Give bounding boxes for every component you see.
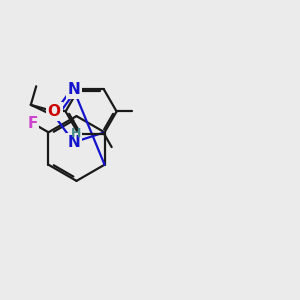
Text: F: F bbox=[27, 116, 38, 130]
Text: O: O bbox=[48, 104, 61, 119]
Text: H: H bbox=[71, 127, 81, 140]
Text: N: N bbox=[68, 82, 80, 98]
Text: N: N bbox=[68, 135, 80, 150]
